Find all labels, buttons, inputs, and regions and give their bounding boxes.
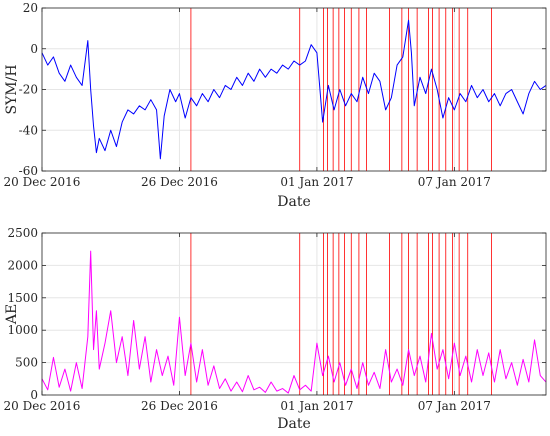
- y-tick-label: 20: [23, 1, 38, 15]
- y-tick-label: -60: [19, 164, 38, 178]
- y-tick-label: 1500: [7, 291, 38, 305]
- chart-panel-2: 2500 2000 1500 1000 500 020 Dec 2016 26 Dec 20…: [4, 226, 547, 432]
- x-tick-label: 01 Jan 2017: [280, 175, 353, 189]
- series-line-1: [41, 250, 547, 394]
- x-tick-label: 20 Dec 2016: [4, 399, 81, 413]
- x-axis-label: Date: [277, 416, 310, 432]
- x-tick-label: 07 Jan 2017: [418, 175, 491, 189]
- y-tick-label: -20: [19, 83, 38, 97]
- x-tick-label: 26 Dec 2016: [141, 399, 218, 413]
- x-tick-label: 07 Jan 2017: [418, 399, 491, 413]
- axes-box: [41, 232, 547, 396]
- y-tick-label: 2500: [7, 226, 38, 240]
- series-line-1: [41, 19, 547, 160]
- y-tick-label: 2000: [7, 258, 38, 272]
- plot-area: [42, 233, 546, 395]
- y-axis-label: AE: [4, 304, 20, 325]
- x-axis-label: Date: [277, 194, 310, 210]
- x-tick-label: 26 Dec 2016: [141, 175, 218, 189]
- x-tick-label: 20 Dec 2016: [4, 175, 81, 189]
- y-tick-label: 0: [30, 388, 38, 402]
- y-tick-label: -40: [19, 123, 38, 137]
- y-tick-label: 0: [30, 42, 38, 56]
- x-tick-label: 01 Jan 2017: [280, 399, 353, 413]
- y-axis-label: SYM/H: [4, 64, 20, 114]
- y-tick-label: 500: [15, 356, 38, 370]
- y-tick-label: 1000: [7, 323, 38, 337]
